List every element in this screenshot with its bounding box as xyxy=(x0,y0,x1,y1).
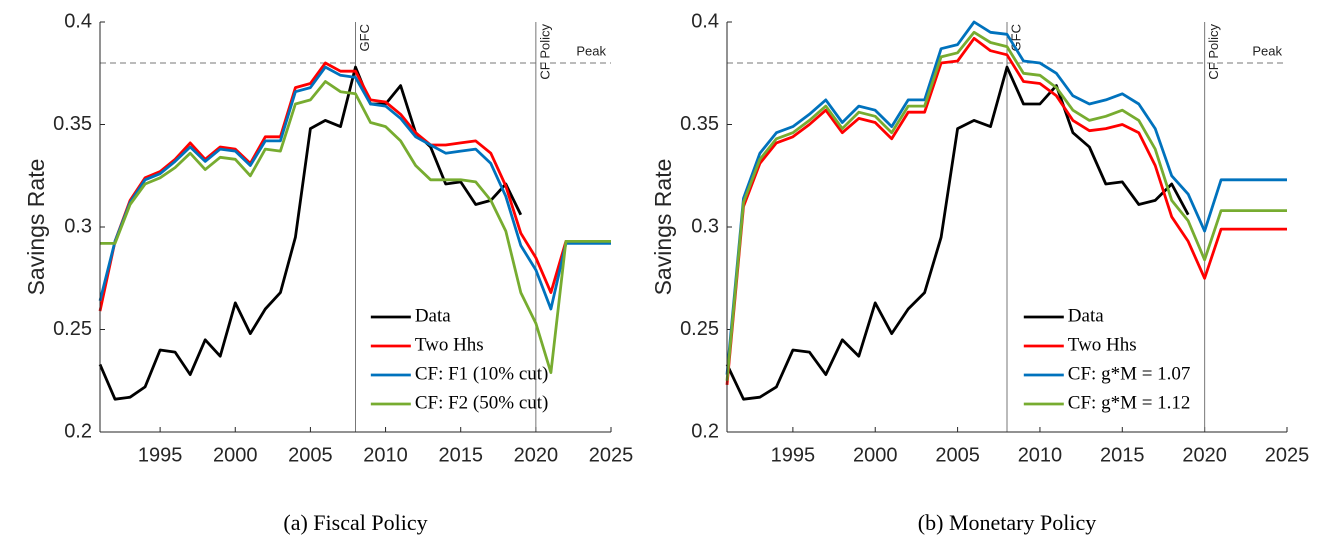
x-tick-label: 2015 xyxy=(438,444,483,466)
legend-label: CF: F2 (50% cut) xyxy=(415,392,549,413)
y-tick-label: 0.35 xyxy=(680,113,719,135)
caption: (b) Monetary Policy xyxy=(918,510,1096,535)
series-line xyxy=(100,80,611,374)
event-label: GFC xyxy=(357,24,372,51)
x-tick-label: 2025 xyxy=(1265,444,1310,466)
series-line xyxy=(98,61,611,312)
y-tick-label: 0.4 xyxy=(64,10,92,32)
legend-label: CF: g*M = 1.07 xyxy=(1068,363,1191,384)
x-tick-label: 2020 xyxy=(1182,444,1227,466)
legend-label: CF: F1 (10% cut) xyxy=(415,363,549,384)
legend-label: CF: g*M = 1.12 xyxy=(1068,392,1191,413)
y-tick-label: 0.4 xyxy=(691,10,719,32)
y-tick-label: 0.25 xyxy=(680,318,719,340)
x-tick-label: 2010 xyxy=(1018,444,1063,466)
x-tick-label: 1995 xyxy=(771,444,816,466)
y-tick-label: 0.3 xyxy=(64,215,92,237)
event-label: CF Policy xyxy=(1206,24,1221,80)
x-tick-label: 2000 xyxy=(853,444,898,466)
series-line xyxy=(98,65,611,311)
series-line xyxy=(725,20,1287,375)
series-line xyxy=(725,65,1190,401)
peak-label: Peak xyxy=(576,43,606,58)
legend-label: Two Hhs xyxy=(1068,334,1137,355)
series-line xyxy=(725,30,1287,381)
x-tick-label: 2000 xyxy=(213,444,258,466)
x-tick-label: 2025 xyxy=(589,444,634,466)
series-line xyxy=(725,37,1287,386)
panel: 0.2 0.25 0.3 0.35 0.4 1995 2000 2005 2010 2015 202… xyxy=(650,10,1309,535)
legend-label: Two Hhs xyxy=(415,334,484,355)
legend-label: Data xyxy=(1068,305,1104,326)
x-tick-label: 2005 xyxy=(288,444,333,466)
y-tick-label: 0.2 xyxy=(691,420,719,442)
y-axis-label: Savings Rate xyxy=(23,159,49,296)
legend-label: Data xyxy=(415,305,451,326)
y-tick-label: 0.3 xyxy=(691,215,719,237)
y-axis-label: Savings Rate xyxy=(650,159,676,296)
peak-label: Peak xyxy=(1252,43,1282,58)
caption: (a) Fiscal Policy xyxy=(283,510,427,535)
x-tick-label: 2010 xyxy=(363,444,408,466)
y-tick-label: 0.35 xyxy=(53,113,92,135)
x-tick-label: 2005 xyxy=(935,444,980,466)
panel: 0.2 0.25 0.3 0.35 0.4 1995 2000 2005 2010 2015 202… xyxy=(23,10,633,535)
y-tick-label: 0.2 xyxy=(64,420,92,442)
series-line xyxy=(98,65,523,401)
x-tick-label: 2015 xyxy=(1100,444,1145,466)
x-tick-label: 1995 xyxy=(138,444,183,466)
event-label: CF Policy xyxy=(537,24,552,80)
x-tick-label: 2020 xyxy=(514,444,559,466)
y-tick-label: 0.25 xyxy=(53,318,92,340)
